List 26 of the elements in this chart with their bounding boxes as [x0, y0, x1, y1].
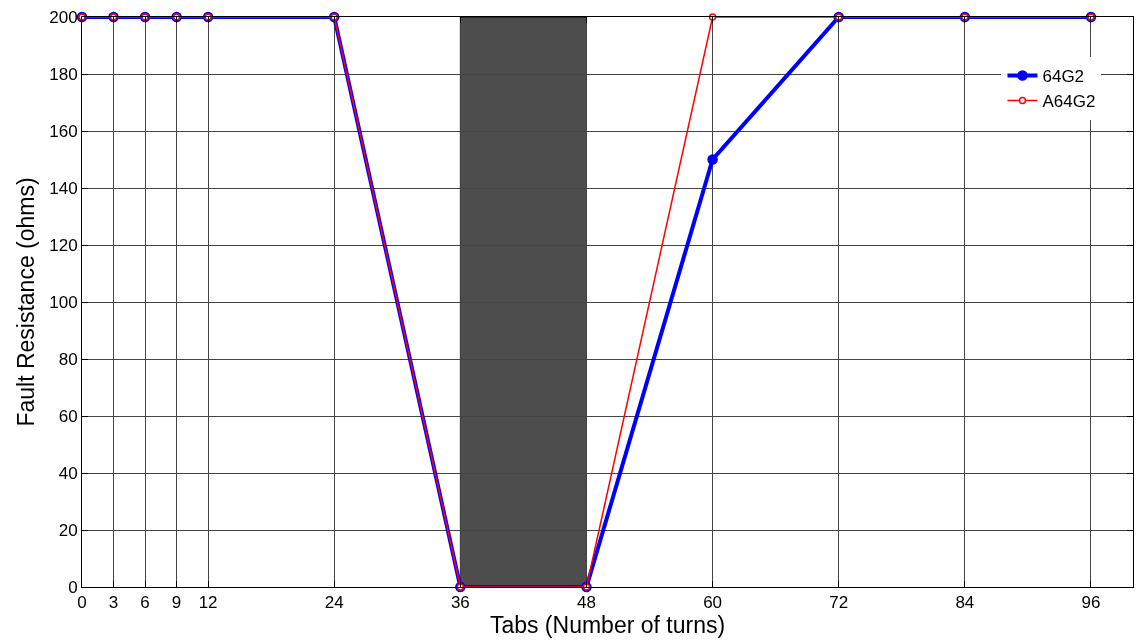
legend-label: A64G2 [1042, 92, 1096, 112]
y-tick-label: 0 [68, 577, 78, 597]
y-tick-label: 200 [49, 7, 78, 27]
y-tick-label: 140 [49, 178, 78, 198]
x-tick-label: 36 [450, 593, 470, 613]
y-tick-label: 120 [49, 235, 78, 255]
y-axis-title: Fault Resistance (ohms) [12, 177, 39, 427]
x-tick-label: 3 [108, 593, 119, 613]
legend-label: 64G2 [1042, 67, 1085, 87]
y-tick-label: 160 [49, 121, 78, 141]
x-axis-title: Tabs (Number of turns) [489, 612, 726, 639]
y-tick-label: 60 [58, 406, 78, 426]
y-tick-label: 180 [49, 64, 78, 84]
x-tick-label: 6 [140, 593, 150, 613]
x-tick-label: 96 [1081, 593, 1101, 613]
y-tick-label: 100 [49, 292, 78, 312]
y-tick-label: 40 [58, 463, 78, 483]
x-tick-label: 12 [198, 593, 218, 613]
x-tick-label: 72 [829, 593, 849, 613]
x-tick-label: 24 [324, 593, 344, 613]
x-tick-label: 60 [703, 593, 723, 613]
x-tick-label: 84 [955, 593, 975, 613]
y-tick-label: 80 [58, 349, 78, 369]
x-tick-label: 9 [171, 593, 182, 613]
y-tick-label: 20 [58, 520, 78, 540]
x-tick-label: 48 [577, 593, 596, 613]
